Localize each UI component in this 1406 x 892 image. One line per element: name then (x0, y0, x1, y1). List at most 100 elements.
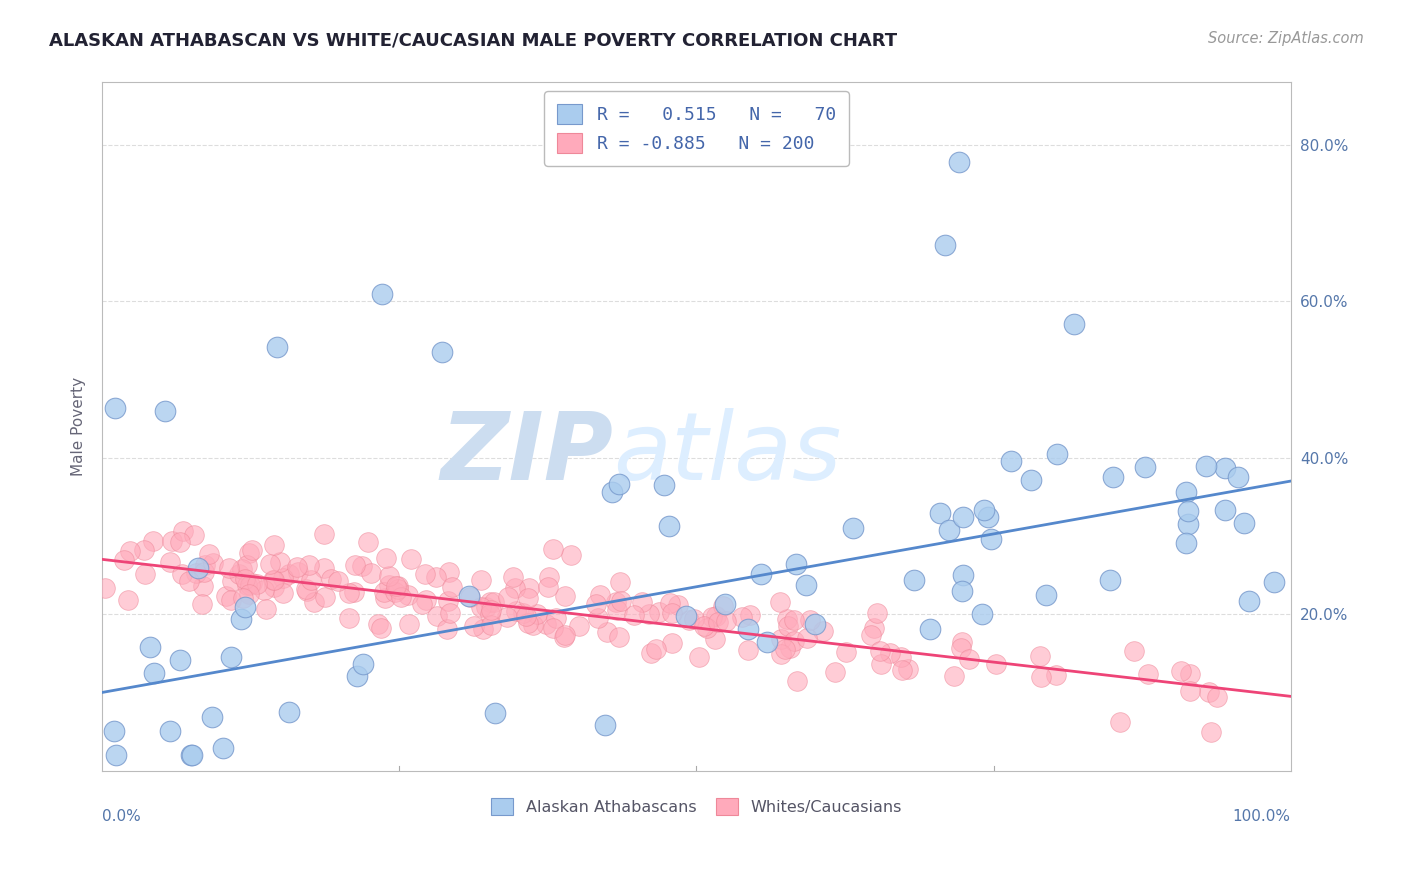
Point (502, 569, 524, 583)
Point (197, 547, 219, 561)
Point (413, 567, 436, 582)
Point (779, 640, 801, 655)
Point (517, 615, 540, 630)
Point (343, 585, 366, 599)
Point (602, 485, 624, 500)
Point (1174, 484, 1197, 499)
Point (314, 527, 336, 541)
Point (688, 649, 710, 664)
Point (162, 534, 184, 549)
Point (652, 478, 675, 492)
Point (1194, 459, 1216, 474)
Point (778, 619, 800, 633)
Point (1029, 671, 1052, 685)
Point (228, 566, 250, 581)
Point (425, 570, 447, 584)
Point (233, 572, 256, 586)
Point (299, 573, 322, 587)
Point (478, 594, 501, 608)
Point (534, 616, 557, 631)
Point (560, 548, 582, 562)
Point (343, 558, 366, 573)
Point (950, 584, 973, 599)
Point (704, 608, 727, 623)
Point (1122, 644, 1144, 658)
Point (312, 560, 335, 574)
Point (245, 577, 267, 591)
Point (554, 589, 576, 603)
Point (201, 557, 224, 571)
Point (1215, 461, 1237, 475)
Point (799, 613, 821, 627)
Point (890, 663, 912, 677)
Point (426, 609, 449, 624)
Point (385, 579, 408, 593)
Text: atlas: atlas (613, 409, 841, 500)
Point (1177, 504, 1199, 518)
Point (934, 237, 956, 252)
Point (470, 599, 492, 614)
Point (159, 556, 181, 570)
Point (596, 625, 619, 640)
Point (231, 562, 253, 576)
Point (401, 552, 423, 566)
Point (897, 662, 920, 676)
Point (783, 613, 806, 627)
Point (212, 741, 235, 756)
Point (120, 544, 142, 558)
Point (187, 561, 209, 575)
Point (238, 586, 260, 600)
Point (589, 588, 612, 602)
Point (254, 602, 277, 616)
Point (169, 534, 191, 549)
Point (117, 593, 139, 607)
Point (104, 401, 127, 415)
Point (238, 578, 260, 592)
Point (658, 518, 681, 533)
Point (387, 582, 409, 597)
Point (436, 622, 458, 636)
Point (682, 612, 704, 626)
Point (352, 657, 374, 671)
Point (337, 585, 360, 599)
Point (783, 633, 806, 648)
Point (661, 636, 683, 650)
Point (1263, 574, 1285, 589)
Point (640, 646, 662, 660)
Point (631, 595, 654, 609)
Point (526, 607, 548, 621)
Point (159, 724, 181, 739)
Point (356, 535, 378, 549)
Point (240, 575, 263, 590)
Point (1046, 447, 1069, 461)
Point (796, 578, 818, 592)
Point (869, 643, 891, 657)
Point (218, 560, 240, 574)
Point (903, 574, 925, 588)
Point (215, 589, 238, 603)
Point (1170, 664, 1192, 678)
Point (1177, 516, 1199, 531)
Point (475, 599, 498, 614)
Point (586, 611, 609, 625)
Point (378, 569, 401, 583)
Point (515, 609, 537, 624)
Point (938, 524, 960, 538)
Point (516, 591, 538, 606)
Y-axis label: Male Poverty: Male Poverty (72, 376, 86, 475)
Point (180, 747, 202, 762)
Point (479, 607, 502, 621)
Point (285, 560, 308, 574)
Point (319, 572, 342, 586)
Point (703, 632, 725, 647)
Point (1237, 594, 1260, 608)
Point (287, 565, 309, 579)
Point (482, 595, 505, 609)
Point (498, 590, 520, 604)
Point (219, 650, 242, 665)
Text: 100.0%: 100.0% (1233, 808, 1291, 823)
Point (737, 643, 759, 657)
Point (1063, 317, 1085, 331)
Point (103, 723, 125, 738)
Point (439, 565, 461, 579)
